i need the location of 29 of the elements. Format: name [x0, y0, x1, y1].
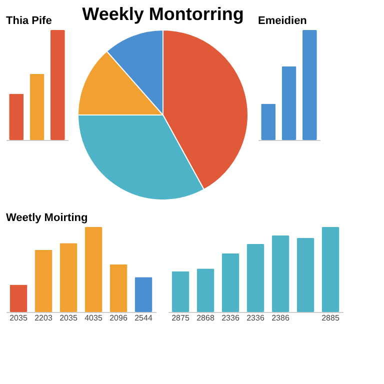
bar — [34, 250, 52, 312]
x-tick-label: 2386 — [272, 314, 290, 322]
x-tick-label: 2336 — [222, 314, 240, 322]
bar — [60, 243, 78, 312]
chart-title: Thia Pife — [6, 15, 52, 27]
bar — [222, 253, 240, 312]
bar — [84, 227, 102, 312]
bar — [134, 277, 152, 312]
chart-title: Weekly Montorring — [82, 4, 244, 24]
bar — [110, 264, 128, 312]
bar — [10, 284, 28, 312]
x-tick-label: 2885 — [322, 314, 340, 322]
bar — [322, 227, 340, 312]
x-tick-label: 2035 — [60, 314, 78, 322]
bar — [172, 271, 190, 312]
x-tick-label: 2096 — [110, 314, 128, 322]
bar — [272, 236, 290, 312]
x-tick-label: 2544 — [134, 314, 153, 322]
x-tick-label: 4035 — [84, 314, 103, 322]
x-tick-label: 2868 — [196, 314, 215, 322]
chart-title: Emeidien — [258, 15, 308, 27]
x-tick-label: 2203 — [34, 314, 53, 322]
x-tick-label: 2035 — [10, 314, 28, 322]
bar — [196, 268, 214, 312]
chart-title: Weetly Moirting — [6, 212, 88, 224]
x-tick-label: 2875 — [172, 314, 190, 322]
bar — [296, 238, 314, 312]
x-tick-label: 2336 — [246, 314, 265, 322]
bar — [246, 244, 264, 312]
